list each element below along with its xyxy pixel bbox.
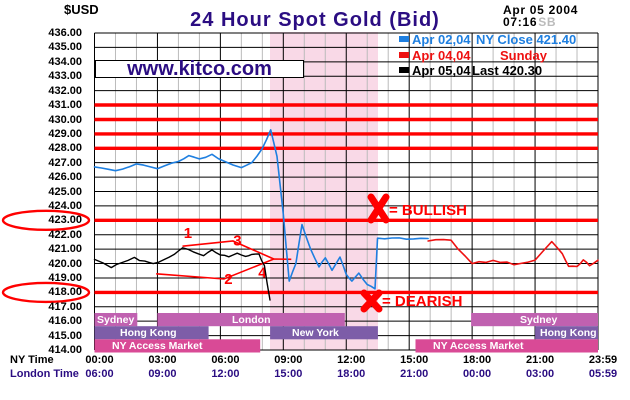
svg-text:Hong Kong: Hong Kong	[540, 327, 597, 339]
svg-text:Hong Kong: Hong Kong	[120, 327, 177, 339]
svg-text:NY Access Market: NY Access Market	[433, 340, 524, 352]
svg-text:New York: New York	[292, 327, 339, 339]
svg-text:Sydney: Sydney	[97, 314, 135, 326]
svg-text:NY Access Market: NY Access Market	[112, 340, 203, 352]
svg-text:London: London	[232, 314, 270, 326]
svg-text:Sydney: Sydney	[520, 314, 558, 326]
